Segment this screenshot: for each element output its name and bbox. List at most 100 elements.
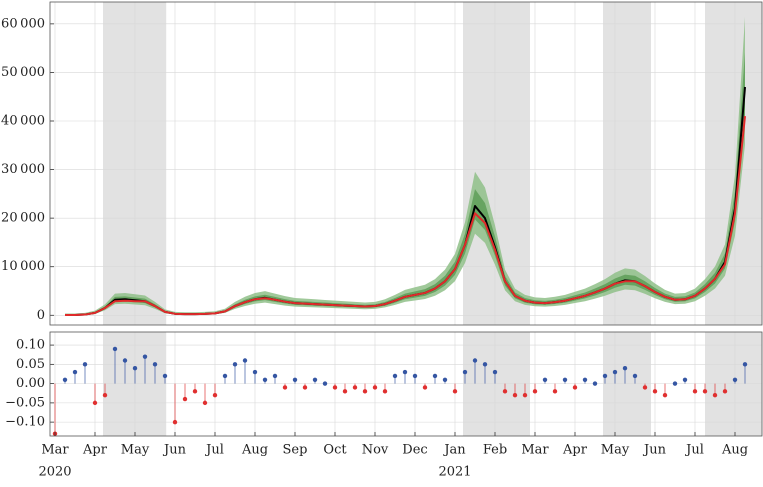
data-point: [132, 366, 138, 371]
data-point: [342, 389, 348, 394]
data-point: [462, 369, 468, 375]
y-tick-label: 10 000: [1, 259, 45, 274]
shaded-region: [705, 332, 762, 436]
data-point: [112, 346, 118, 352]
data-point: [642, 385, 648, 390]
data-point: [542, 377, 548, 382]
series-line: [64, 116, 746, 317]
y-tick-label: 20 000: [1, 211, 45, 226]
x-tick-label: Jun: [162, 443, 187, 458]
data-point: [582, 377, 588, 382]
x-tick-label: Feb: [483, 443, 507, 458]
data-point: [452, 389, 458, 394]
data-point: [62, 377, 68, 382]
shaded-region: [603, 332, 651, 436]
year-label: 2021: [438, 465, 471, 480]
data-point: [302, 385, 308, 390]
data-point: [92, 400, 98, 406]
year-label: 2020: [38, 465, 71, 480]
x-tick-label: May: [121, 443, 150, 458]
data-point: [382, 389, 388, 394]
shaded-region: [103, 2, 167, 325]
x-tick-label: Mar: [41, 443, 69, 458]
shaded-region: [463, 2, 530, 325]
x-tick-label: Sep: [283, 443, 308, 458]
x-tick-label: Apr: [82, 443, 108, 458]
data-point: [72, 369, 78, 375]
data-point: [712, 392, 718, 398]
data-point: [622, 366, 628, 371]
data-point: [482, 362, 488, 367]
x-tick-label: Aug: [721, 443, 748, 458]
y-tick-label: 60 000: [1, 16, 45, 31]
data-point: [572, 385, 578, 390]
data-point: [472, 358, 478, 363]
x-tick-label: Oct: [323, 443, 347, 458]
x-tick-label: Dec: [402, 443, 427, 458]
data-point: [152, 362, 158, 367]
data-point: [562, 377, 568, 382]
data-point: [652, 389, 658, 394]
data-point: [242, 358, 248, 363]
data-point: [332, 385, 338, 390]
y-tick-label: −0.10: [5, 415, 45, 430]
data-point: [282, 385, 288, 390]
data-point: [492, 369, 498, 375]
data-point: [352, 385, 358, 390]
data-point: [82, 362, 88, 367]
y-tick-label: 0: [37, 308, 45, 323]
y-tick-label: 0.05: [16, 357, 45, 372]
y-tick-label: 0.10: [16, 338, 45, 353]
y-tick-label: 50 000: [1, 65, 45, 80]
x-tick-label: Mar: [521, 443, 549, 458]
data-point: [392, 373, 398, 379]
data-point: [422, 385, 428, 390]
data-point: [442, 377, 448, 382]
data-point: [532, 389, 538, 394]
data-point: [192, 389, 198, 394]
data-point: [212, 392, 218, 398]
data-point: [362, 389, 368, 394]
data-point: [702, 389, 708, 394]
data-point: [172, 419, 178, 425]
x-tick-label: Jul: [204, 443, 224, 458]
data-point: [292, 377, 298, 382]
data-point: [222, 373, 228, 379]
y-tick-label: 40 000: [1, 114, 45, 129]
data-point: [662, 392, 668, 398]
data-point: [502, 389, 508, 394]
data-point: [742, 362, 748, 367]
data-point: [672, 381, 678, 386]
plot-frame: [49, 331, 763, 437]
data-point: [142, 354, 148, 359]
x-tick-label: May: [601, 443, 630, 458]
data-point: [162, 373, 168, 379]
data-point: [182, 396, 188, 402]
x-tick-label: Nov: [362, 443, 389, 458]
x-tick-label: Apr: [562, 443, 588, 458]
data-point: [682, 377, 688, 382]
data-point: [372, 385, 378, 390]
x-tick-label: Jul: [684, 443, 704, 458]
data-point: [552, 389, 558, 394]
data-point: [312, 377, 318, 382]
data-point: [432, 373, 438, 379]
data-point: [322, 381, 328, 386]
data-point: [632, 373, 638, 379]
plot-frame: [49, 1, 763, 326]
data-point: [732, 377, 738, 382]
data-point: [602, 373, 608, 379]
data-point: [522, 392, 528, 398]
data-point: [202, 400, 208, 406]
shaded-region: [103, 332, 167, 436]
data-point: [402, 369, 408, 375]
data-point: [612, 369, 618, 375]
data-point: [592, 381, 598, 386]
x-tick-label: Jun: [642, 443, 667, 458]
data-point: [272, 373, 278, 379]
shaded-region: [463, 332, 530, 436]
data-point: [722, 389, 728, 394]
data-point: [692, 389, 698, 394]
data-point: [252, 369, 258, 375]
